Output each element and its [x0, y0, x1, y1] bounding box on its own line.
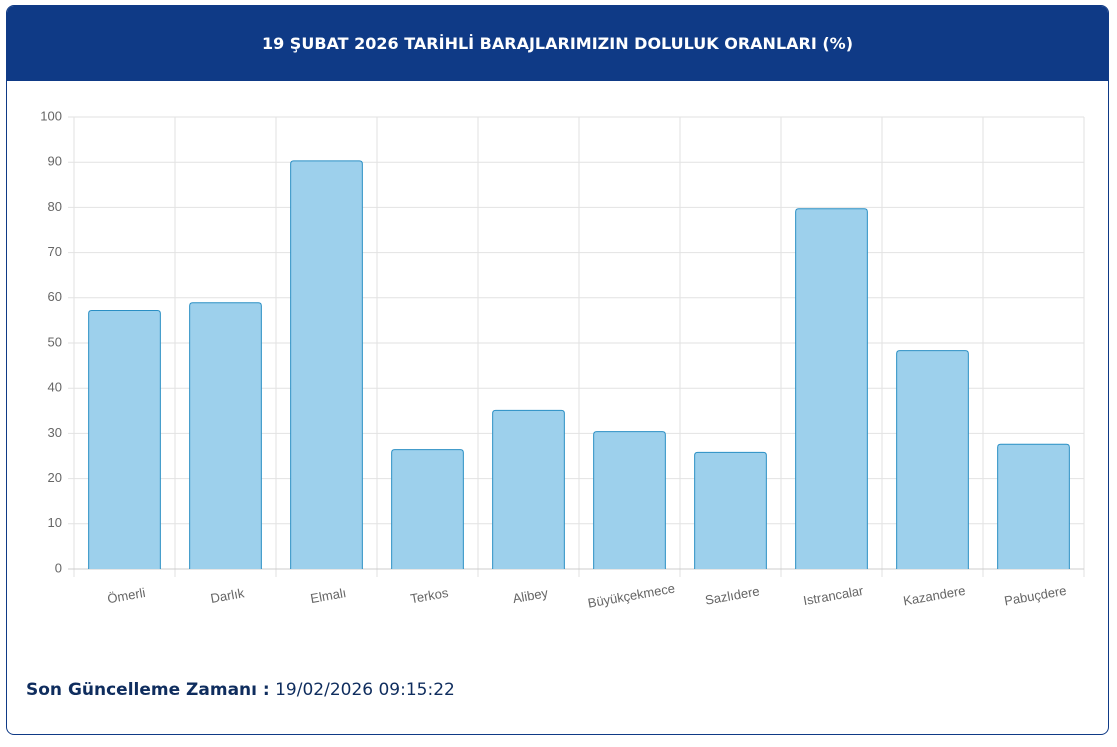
bar — [997, 443, 1070, 569]
x-tick-label: Elmalı — [309, 585, 347, 606]
card: 19 ŞUBAT 2026 TARİHLİ BARAJLARIMIZIN DOL… — [6, 5, 1109, 735]
y-tick-label: 0 — [55, 560, 62, 575]
bar — [290, 160, 363, 569]
x-tick-label: Istrancalar — [802, 583, 865, 608]
bar — [391, 449, 464, 569]
x-tick-label: Darlık — [209, 585, 246, 606]
x-tick-label: Sazlıdere — [704, 583, 761, 607]
x-tick-label: Kazandere — [902, 583, 967, 609]
footer: Son Güncelleme Zamanı : 19/02/2026 09:15… — [26, 680, 455, 700]
bar — [896, 350, 969, 569]
bar — [593, 431, 666, 569]
y-tick-label: 60 — [48, 289, 62, 304]
bar — [492, 409, 565, 569]
footer-value: 19/02/2026 09:15:22 — [275, 680, 455, 700]
y-tick-label: 100 — [40, 108, 62, 123]
x-tick-label: Terkos — [409, 585, 450, 607]
footer-label: Son Güncelleme Zamanı : — [26, 680, 270, 700]
y-tick-label: 30 — [48, 425, 62, 440]
x-tick-label: Alibey — [512, 585, 550, 606]
x-tick-label: Büyükçekmece — [587, 581, 676, 611]
y-tick-label: 80 — [48, 199, 62, 214]
y-tick-label: 50 — [48, 334, 62, 349]
bar — [88, 309, 161, 569]
chart-title: 19 ŞUBAT 2026 TARİHLİ BARAJLARIMIZIN DOL… — [7, 6, 1108, 81]
x-tick-label: Pabuçdere — [1003, 583, 1068, 609]
y-tick-label: 20 — [48, 470, 62, 485]
y-tick-label: 10 — [48, 515, 62, 530]
y-tick-label: 90 — [48, 154, 62, 169]
y-tick-label: 70 — [48, 244, 62, 259]
bar — [189, 302, 262, 569]
bar — [694, 451, 767, 569]
y-tick-label: 40 — [48, 380, 62, 395]
bar — [795, 208, 868, 569]
x-tick-label: Ömerli — [106, 585, 146, 606]
